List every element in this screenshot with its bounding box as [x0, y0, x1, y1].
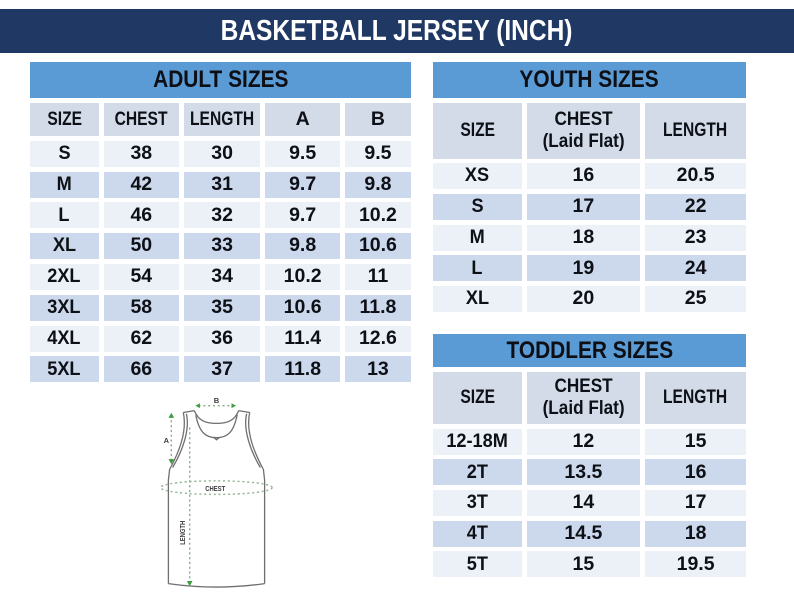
svg-text:CHEST: CHEST — [205, 486, 226, 493]
svg-text:A: A — [164, 436, 170, 445]
svg-text:B: B — [214, 396, 220, 405]
svg-text:LENGTH: LENGTH — [180, 521, 187, 545]
